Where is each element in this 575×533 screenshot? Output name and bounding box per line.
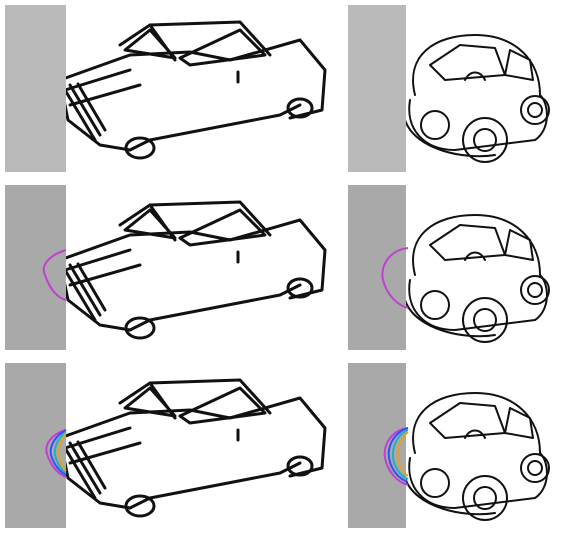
- beetle-drawing: [404, 34, 550, 163]
- occluder-mask: [5, 185, 66, 350]
- row-multiple-completions: [0, 358, 575, 533]
- occluder-mask: [348, 185, 406, 350]
- sedan-drawing: [58, 20, 327, 160]
- beetle-drawing: [404, 392, 550, 521]
- sedan-drawing: [58, 378, 327, 518]
- occluder-mask: [348, 5, 406, 172]
- completion-curve: [381, 247, 409, 309]
- completion-curves: [383, 427, 409, 486]
- completion-curves: [45, 429, 67, 478]
- row-original: [0, 0, 575, 178]
- completion-curve: [42, 249, 67, 301]
- occluder-mask: [5, 5, 66, 172]
- occluder-mask: [348, 363, 406, 528]
- beetle-drawing: [404, 214, 550, 343]
- row-single-completion: [0, 180, 575, 355]
